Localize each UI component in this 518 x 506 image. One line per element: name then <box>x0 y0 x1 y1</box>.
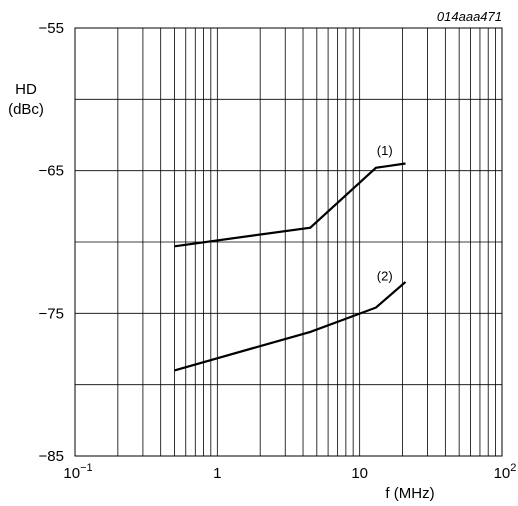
x-tick-label: 1 <box>213 465 221 482</box>
series-line-2 <box>174 281 407 372</box>
grid <box>75 27 502 457</box>
plot-frame <box>74 27 503 457</box>
x-tick-label: 10 <box>351 465 368 482</box>
series-label-1: (1) <box>377 143 393 158</box>
series-line-1 <box>174 162 406 248</box>
figure-id: 014aaa471 <box>437 9 502 24</box>
y-tick-label: −55 <box>39 20 64 37</box>
y-tick-label: −65 <box>39 163 64 180</box>
y-tick-label: −75 <box>39 305 64 322</box>
y-axis-label-line1: HD <box>15 81 37 98</box>
x-axis-label: f (MHz) <box>385 485 434 502</box>
series-label-2: (2) <box>377 269 393 284</box>
y-axis-label-line2: (dBc) <box>8 101 44 118</box>
series-group: (1) (2) <box>174 143 407 372</box>
y-tick-label: −85 <box>39 448 64 465</box>
x-tick-label: 102 <box>494 462 517 482</box>
x-tick-label: 10−1 <box>63 462 92 482</box>
